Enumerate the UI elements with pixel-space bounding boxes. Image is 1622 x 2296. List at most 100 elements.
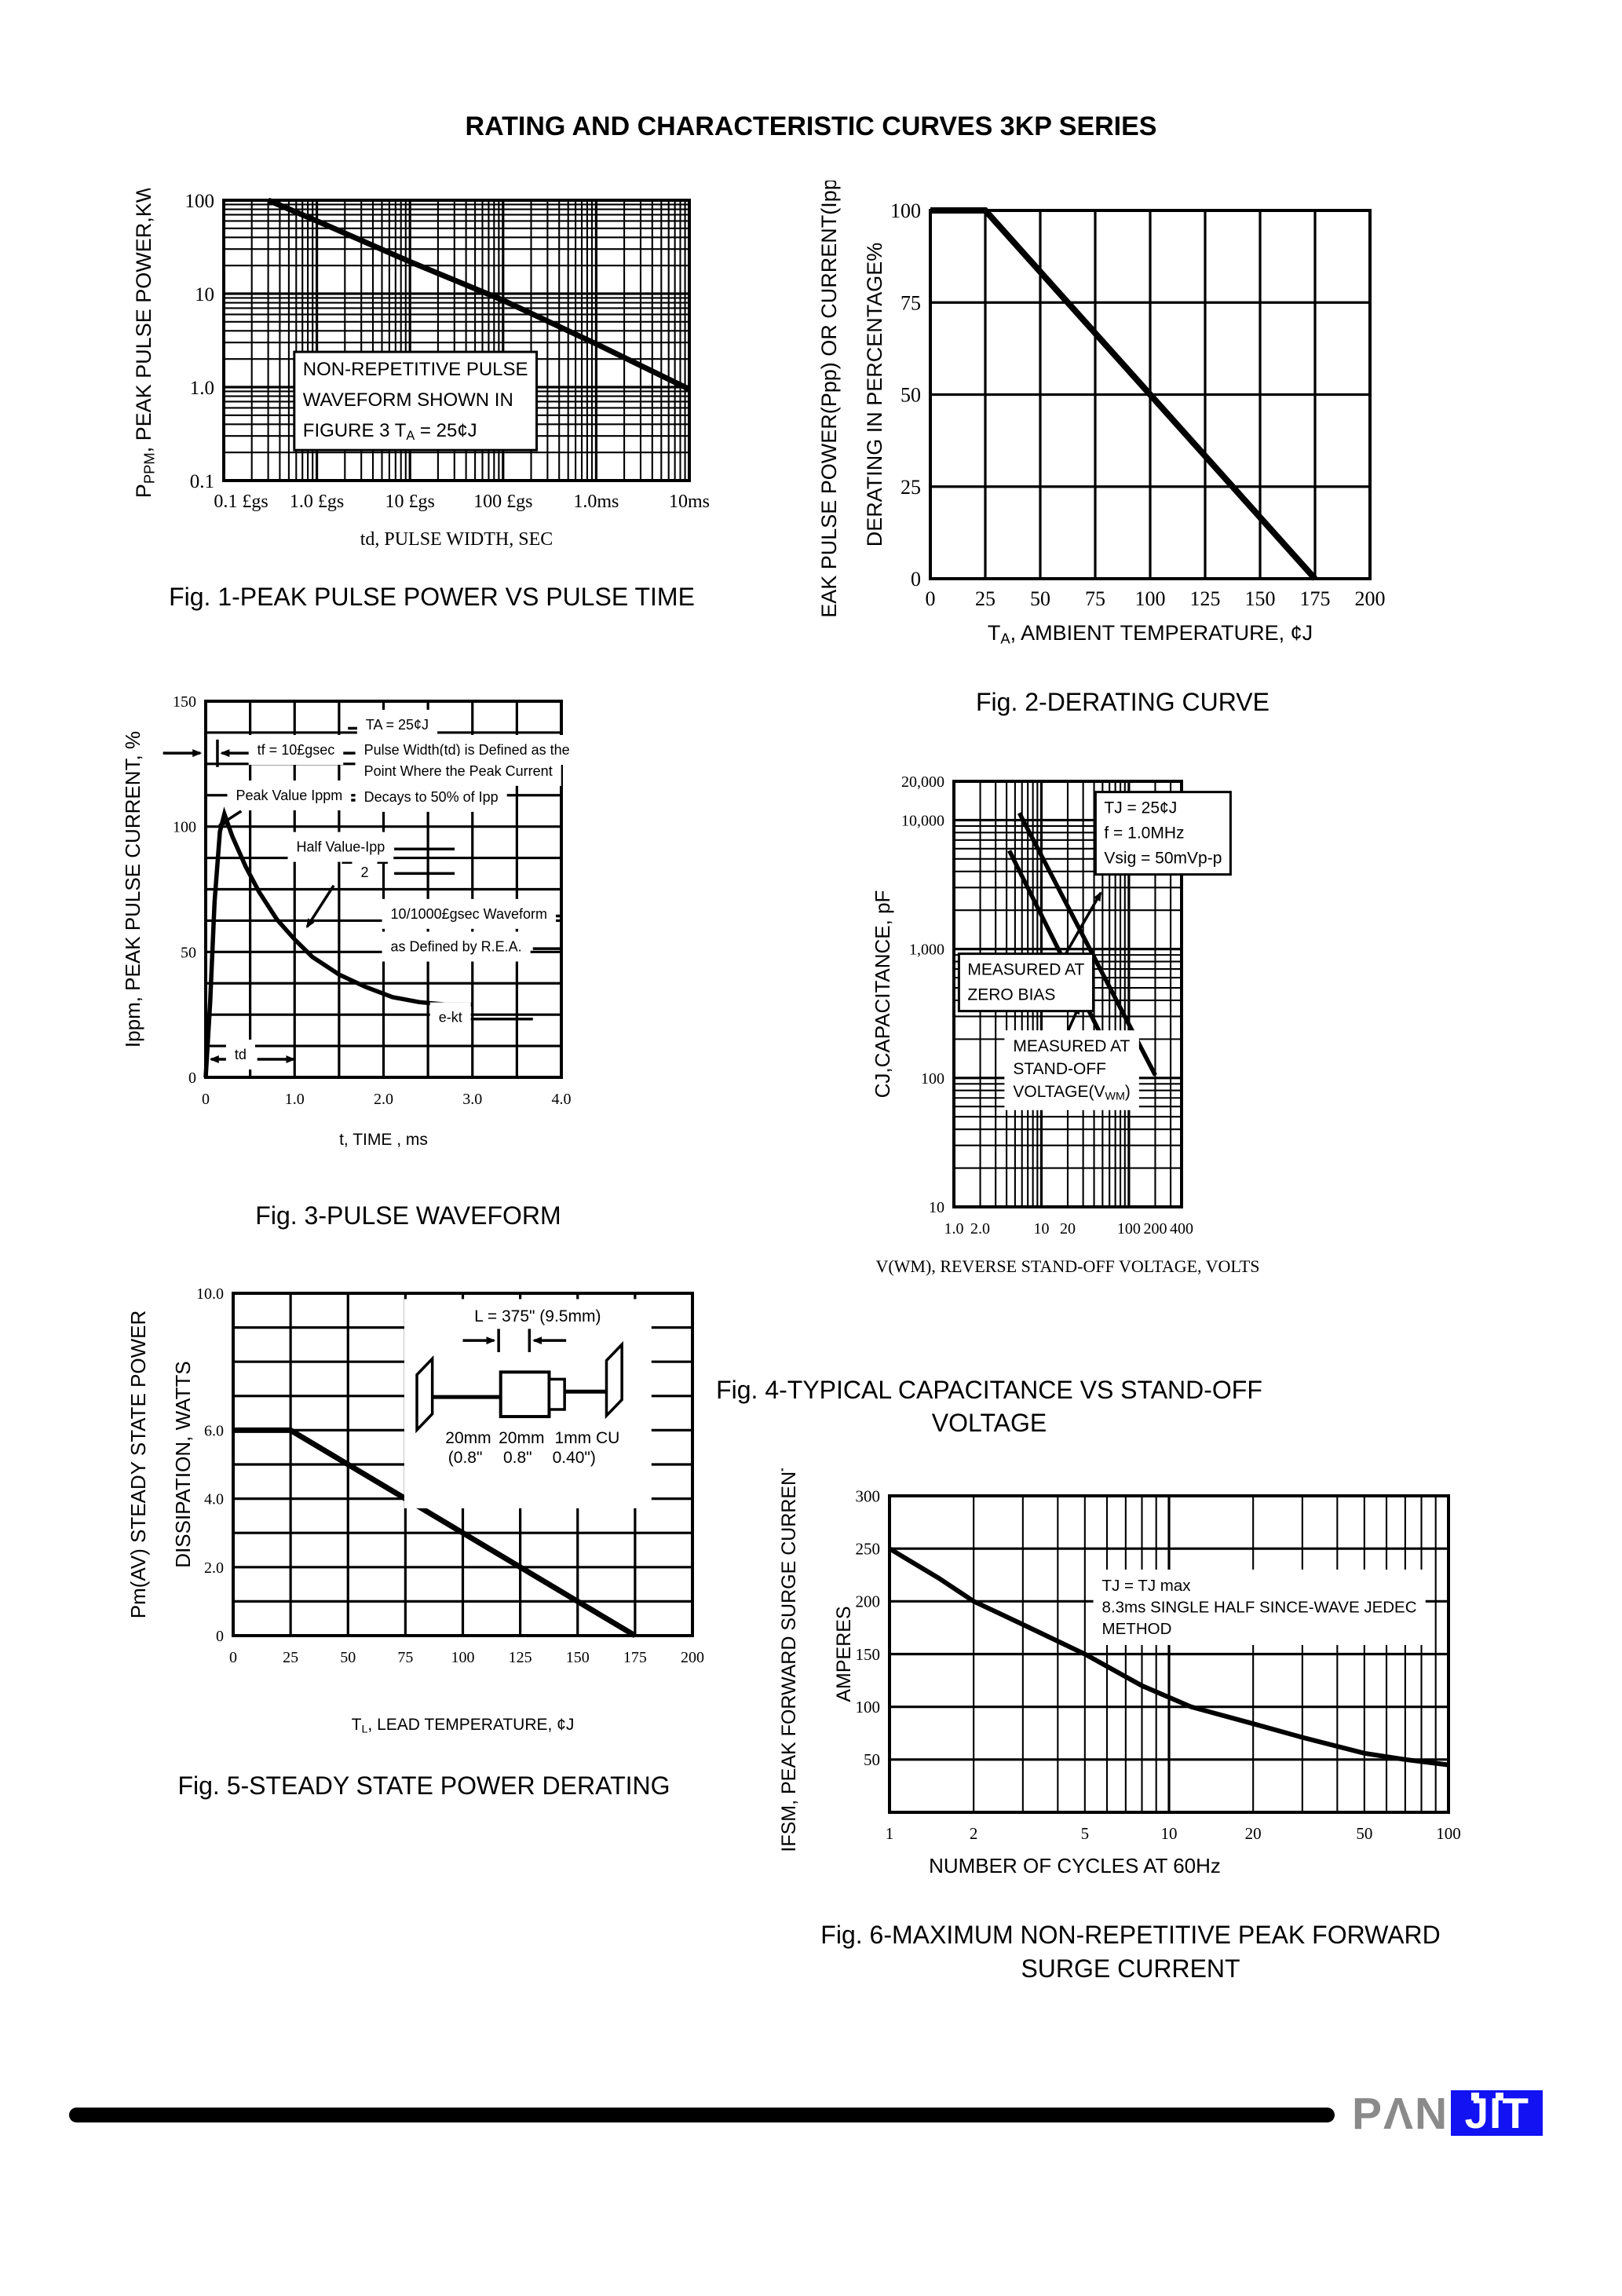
svg-text:75: 75 [901,291,921,314]
svg-text:100: 100 [451,1649,475,1666]
svg-text:as Defined by R.E.A.: as Defined by R.E.A. [391,939,522,955]
svg-text:WAVEFORM SHOWN IN: WAVEFORM SHOWN IN [303,389,513,411]
svg-text:50: 50 [864,1750,880,1769]
svg-text:Point Where the Peak Current: Point Where the Peak Current [364,763,553,779]
svg-text:(0.8": (0.8" [448,1449,483,1467]
svg-text:0: 0 [202,1091,210,1108]
svg-text:25: 25 [283,1649,298,1666]
fig6-surge-current-chart: TJ = TJ max 8.3ms SINGLE HALF SINCE-WAVE … [778,1468,1461,1877]
svg-text:L = 375" (9.5mm): L = 375" (9.5mm) [474,1307,601,1325]
svg-text:150: 150 [566,1649,590,1666]
svg-text:0: 0 [229,1649,237,1666]
svg-text:IFSM, PEAK FORWARD SURGE CURRE: IFSM, PEAK FORWARD SURGE CURRENT, [778,1468,800,1852]
svg-text:200: 200 [856,1592,881,1611]
svg-text:td, PULSE WIDTH, SEC: td, PULSE WIDTH, SEC [360,529,553,550]
svg-text:TJ = TJ max: TJ = TJ max [1102,1577,1192,1595]
svg-text:10: 10 [195,284,214,305]
svg-text:100: 100 [921,1070,944,1088]
svg-text:STAND-OFF: STAND-OFF [1013,1060,1106,1078]
svg-text:NUMBER OF CYCLES AT 60Hz: NUMBER OF CYCLES AT 60Hz [929,1854,1221,1877]
fig4-caption-line2: VOLTAGE [931,1409,1047,1437]
svg-text:1,000: 1,000 [909,941,944,959]
svg-text:2.0: 2.0 [374,1091,393,1108]
svg-text:V(WM), REVERSE STAND-OFF VOLTA: V(WM), REVERSE STAND-OFF VOLTAGE, VOLTS [875,1256,1259,1276]
svg-text:20: 20 [1245,1824,1262,1843]
logo-dot-icon [1496,2093,1504,2100]
svg-text:4.0: 4.0 [552,1091,572,1108]
svg-text:25: 25 [975,587,995,610]
logo-pan-text: PΛN [1352,2089,1449,2139]
svg-text:10: 10 [1161,1824,1178,1843]
svg-text:0.40"): 0.40") [553,1449,596,1467]
svg-text:VOLTAGE(VWM): VOLTAGE(VWM) [1013,1083,1130,1103]
svg-text:0: 0 [188,1069,196,1087]
svg-text:8.3ms SINGLE HALF SINCE-WAVE J: 8.3ms SINGLE HALF SINCE-WAVE JEDEC [1102,1598,1417,1616]
svg-text:200: 200 [681,1649,704,1666]
svg-text:10.0: 10.0 [196,1285,224,1303]
footer-rule [69,2108,1335,2122]
svg-text:10,000: 10,000 [901,812,944,829]
logo-dot-icon [1471,2093,1480,2100]
svg-text:20mm: 20mm [499,1429,544,1447]
fig3-pulse-waveform-chart: TA = 25¢J Pulse Width(td) is Defined as t… [121,693,579,1149]
svg-text:ZERO BIAS: ZERO BIAS [967,986,1055,1004]
svg-text:1.0: 1.0 [944,1220,964,1238]
svg-text:6.0: 6.0 [204,1422,224,1439]
svg-text:10ms: 10ms [669,492,710,512]
fig5-caption: Fig. 5-STEADY STATE POWER DERATING [177,1771,670,1800]
svg-text:0.1: 0.1 [190,471,214,492]
svg-text:100: 100 [1117,1220,1141,1238]
svg-text:MEASURED AT: MEASURED AT [1013,1037,1130,1055]
svg-text:2: 2 [360,865,368,880]
svg-text:100: 100 [173,819,196,836]
svg-text:50: 50 [1356,1824,1372,1843]
svg-text:Ippm, PEAK PULSE CURRENT, %: Ippm, PEAK PULSE CURRENT, % [121,731,144,1047]
svg-text:50: 50 [340,1649,356,1666]
svg-text:75: 75 [397,1649,413,1666]
svg-text:t, TIME , ms: t, TIME , ms [339,1131,428,1149]
svg-text:2.0: 2.0 [204,1559,224,1577]
svg-text:Pm(AV) STEADY STATE POWER: Pm(AV) STEADY STATE POWER [126,1311,150,1618]
svg-text:1: 1 [886,1824,894,1843]
svg-text:0: 0 [911,568,921,590]
svg-text:250: 250 [856,1540,881,1559]
svg-text:Decays to 50% of Ipp: Decays to 50% of Ipp [364,789,499,805]
svg-text:PPPM, PEAK PULSE POWER,KW: PPPM, PEAK PULSE POWER,KW [132,188,158,498]
fig1-caption: Fig. 1-PEAK PULSE POWER VS PULSE TIME [169,583,695,611]
svg-text:100: 100 [185,191,215,212]
svg-text:Half Value-Ipp: Half Value-Ipp [297,839,385,855]
svg-text:25: 25 [901,476,921,499]
svg-text:100 £gs: 100 £gs [473,492,532,512]
logo-jit-box: JIT [1451,2090,1543,2136]
svg-text:200: 200 [1143,1220,1167,1238]
svg-text:100: 100 [890,199,921,222]
svg-text:100: 100 [1135,587,1166,610]
svg-text:20,000: 20,000 [901,773,944,791]
svg-text:FIGURE 3 TA = 25¢J: FIGURE 3 TA = 25¢J [303,420,477,443]
svg-text:CJ,CAPACITANCE, pF: CJ,CAPACITANCE, pF [871,890,894,1099]
svg-text:td: td [235,1047,247,1062]
fig3-caption: Fig. 3-PULSE WAVEFORM [255,1201,561,1230]
page-title: RATING AND CHARACTERISTIC CURVES 3KP SER… [465,112,1157,141]
svg-text:50: 50 [901,384,921,407]
svg-text:MEASURED AT: MEASURED AT [967,961,1084,979]
svg-text:20: 20 [1060,1220,1076,1238]
svg-text:tf = 10£gsec: tf = 10£gsec [258,742,335,758]
svg-text:AMPERES: AMPERES [833,1606,855,1702]
svg-text:TL, LEAD TEMPERATURE, ¢J: TL, LEAD TEMPERATURE, ¢J [352,1716,575,1736]
fig4-caption-line1: Fig. 4-TYPICAL CAPACITANCE VS STAND-OFF [716,1376,1262,1404]
svg-text:3.0: 3.0 [462,1091,482,1108]
svg-text:50: 50 [1030,587,1050,610]
svg-text:e-kt: e-kt [439,1010,462,1026]
svg-text:125: 125 [1190,587,1221,610]
svg-text:Vsig = 50mVp-p: Vsig = 50mVp-p [1104,850,1222,868]
svg-text:1.0ms: 1.0ms [573,492,619,512]
svg-text:20mm: 20mm [445,1429,491,1447]
fig1-peak-pulse-power-chart: NON-REPETITIVE PULSE WAVEFORM SHOWN IN FIG… [132,188,710,550]
fig4-capacitance-chart: TJ = 25¢J f = 1.0MHz Vsig = 50mVp-p MEASURE… [871,773,1260,1276]
svg-text:10 £gs: 10 £gs [385,492,435,512]
svg-text:10/1000£gsec Waveform: 10/1000£gsec Waveform [391,906,547,922]
svg-text:100: 100 [856,1698,881,1717]
svg-text:TA, AMBIENT TEMPERATURE, ¢J: TA, AMBIENT TEMPERATURE, ¢J [988,621,1313,647]
